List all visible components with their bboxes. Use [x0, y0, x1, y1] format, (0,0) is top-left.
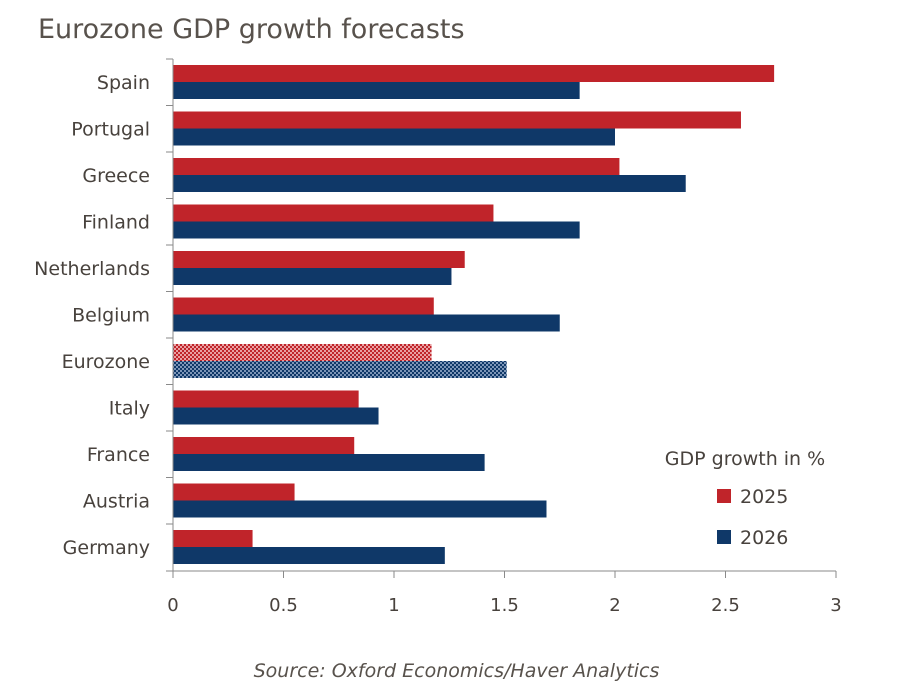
bar-netherlands-2025: [173, 251, 465, 268]
category-label-portugal: Portugal: [71, 119, 150, 141]
bar-portugal-2025: [173, 111, 741, 129]
legend-swatch-2025: [717, 489, 731, 503]
category-label-eurozone: Eurozone: [62, 351, 150, 373]
x-tick-label: 2.5: [711, 595, 740, 616]
category-label-netherlands: Netherlands: [34, 258, 150, 280]
bar-italy-2025: [173, 390, 359, 408]
bar-greece-2025: [173, 158, 620, 175]
category-label-italy: Italy: [109, 398, 150, 420]
x-tick-label: 1: [388, 595, 399, 616]
bar-germany-2026: [173, 547, 445, 564]
legend-label-2026: 2026: [740, 527, 788, 549]
x-tick-label: 0: [167, 595, 178, 616]
bar-spain-2025: [173, 65, 775, 82]
legend-swatch-2026: [717, 530, 731, 544]
x-tick-label: 1.5: [490, 595, 519, 616]
x-tick-label: 0.5: [269, 595, 298, 616]
bar-finland-2025: [173, 204, 494, 222]
bar-austria-2026: [173, 500, 547, 518]
bar-eurozone-2025: [173, 344, 432, 361]
bar-italy-2026: [173, 407, 379, 425]
category-label-greece: Greece: [82, 165, 150, 187]
source-note: Source: Oxford Economics/Haver Analytics: [253, 660, 660, 682]
bar-germany-2025: [173, 530, 253, 547]
category-label-finland: Finland: [82, 212, 150, 234]
category-label-austria: Austria: [83, 491, 150, 513]
legend-title: GDP growth in %: [665, 448, 825, 470]
bar-netherlands-2026: [173, 268, 452, 285]
category-label-belgium: Belgium: [72, 305, 150, 327]
bar-france-2025: [173, 437, 355, 454]
bar-austria-2025: [173, 483, 295, 501]
category-label-france: France: [87, 444, 150, 466]
x-tick-label: 3: [830, 595, 841, 616]
bar-greece-2026: [173, 175, 686, 192]
bar-portugal-2026: [173, 128, 615, 146]
category-label-spain: Spain: [97, 72, 150, 94]
bar-belgium-2025: [173, 297, 434, 315]
bar-eurozone-2026: [173, 361, 507, 378]
chart-title: Eurozone GDP growth forecasts: [38, 14, 465, 45]
bar-finland-2026: [173, 221, 580, 239]
bar-belgium-2026: [173, 314, 560, 332]
bar-france-2026: [173, 454, 485, 471]
legend-label-2025: 2025: [740, 486, 788, 508]
bar-spain-2026: [173, 82, 580, 99]
category-label-germany: Germany: [63, 537, 150, 559]
x-tick-label: 2: [609, 595, 620, 616]
